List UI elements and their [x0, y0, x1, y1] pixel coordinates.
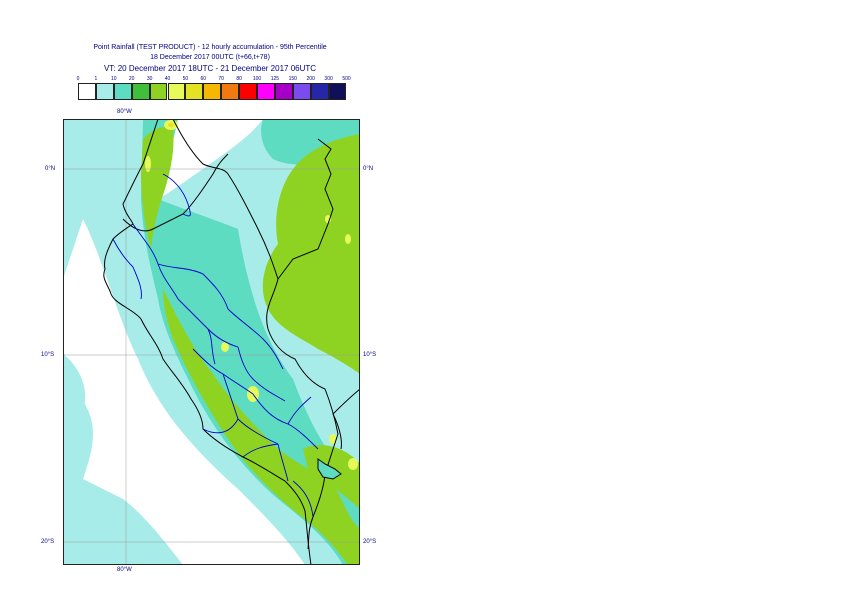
heavy-rain-spot [221, 342, 229, 352]
lake-titicaca [317, 458, 342, 480]
legend-swatch [203, 83, 222, 100]
lat-label-10-right: 10°S [363, 352, 377, 358]
green-zone-amazon [262, 134, 360, 374]
lat-label-0-right: 0°N [363, 166, 374, 172]
heavy-rain-spot [168, 122, 174, 128]
map-subtitle-valid-time: VT: 20 December 2017 18UTC - 21 December… [103, 64, 317, 73]
legend-tick-label: 50 [182, 76, 189, 82]
green-zone-andes [163, 289, 360, 565]
legend-tick-label: 125 [270, 76, 280, 82]
lon-label-top: 80°W [117, 109, 132, 115]
rainfall-map [63, 119, 360, 565]
legend-tick-label: 40 [164, 76, 171, 82]
heavy-rain-spot [329, 434, 337, 444]
ocean-light-band [63, 354, 86, 479]
legend-tick-label: 70 [218, 76, 224, 82]
legend-swatch [328, 83, 347, 100]
legend-swatch [131, 83, 150, 100]
lon-label-bottom: 80°W [117, 567, 132, 573]
border-colombia-peru [172, 119, 279, 280]
legend-tick-label: 0 [76, 76, 80, 82]
legend-tick-label: 150 [288, 76, 297, 82]
border-bolivia-east [332, 388, 360, 450]
legend-swatch [185, 83, 204, 100]
department-borders [112, 173, 319, 518]
legend-swatch [113, 83, 132, 100]
legend-swatch [167, 83, 186, 100]
legend-swatch [239, 83, 257, 100]
lat-label-0-left: 0°N [45, 166, 56, 172]
legend-tick-label: 80 [236, 76, 242, 82]
legend-tick-label: 300 [324, 76, 333, 82]
legend-tick-label: 1 [94, 76, 98, 82]
legend-swatch [78, 83, 96, 100]
legend-tick-label: 10 [111, 76, 117, 82]
lat-label-20-right: 20°S [363, 539, 377, 545]
legend-swatch [257, 83, 275, 100]
legend-tick-label: 200 [306, 76, 315, 82]
map-subtitle-run: 18 December 2017 00UTC (t+66,t+78) [150, 54, 270, 61]
legend-tick-label: 500 [342, 76, 351, 82]
legend-swatch [274, 83, 293, 100]
legend-tick-label: 60 [200, 76, 207, 82]
heavy-rain-spot [348, 458, 358, 470]
legend-swatch [292, 83, 311, 100]
legend-swatch [310, 83, 329, 100]
legend-swatch [95, 83, 114, 100]
legend-tick-label: 30 [146, 76, 153, 82]
legend-swatch [149, 83, 168, 100]
lat-label-10-left: 10°S [41, 352, 55, 358]
border-brazil-north [277, 138, 334, 280]
heavy-rain-spot [345, 234, 351, 244]
coastline [103, 119, 312, 565]
border-peru-brazil [266, 278, 339, 476]
legend-tick-label: 20 [128, 76, 135, 82]
legend-tick-label: 100 [252, 76, 262, 82]
lat-label-20-left: 20°S [41, 539, 55, 545]
map-title: Point Rainfall (TEST PRODUCT) - 12 hourl… [93, 44, 327, 51]
heavy-rain-spot [145, 156, 151, 172]
ocean-dry-region [63, 219, 305, 565]
legend-swatch [221, 83, 240, 100]
